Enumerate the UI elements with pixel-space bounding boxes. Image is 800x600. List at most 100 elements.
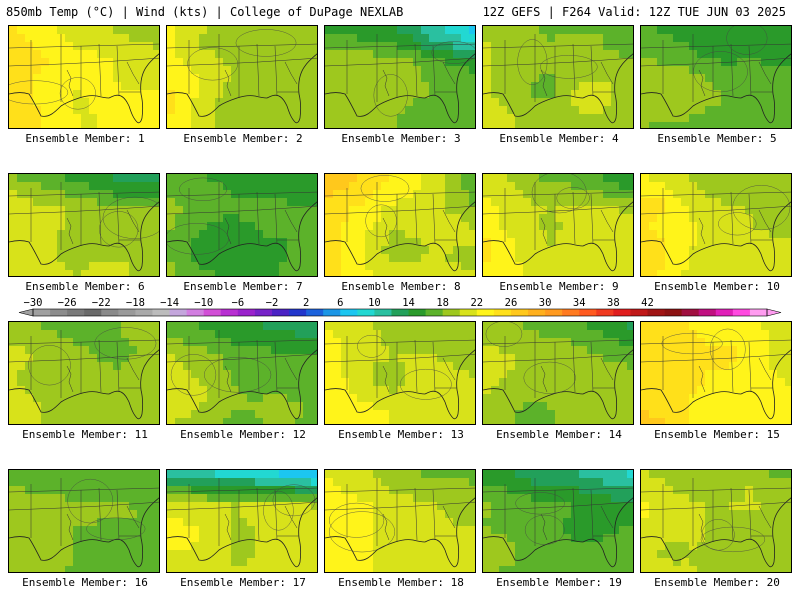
temperature-cell xyxy=(785,230,791,239)
temperature-cell xyxy=(105,82,114,91)
temperature-cell xyxy=(595,418,604,424)
temperature-cell xyxy=(641,214,650,223)
temperature-cell xyxy=(41,58,50,67)
temperature-cell xyxy=(263,478,272,487)
temperature-cell xyxy=(105,478,114,487)
temperature-cell xyxy=(453,98,462,107)
temperature-cell xyxy=(587,510,596,519)
temperature-cell xyxy=(619,402,628,411)
temperature-cell xyxy=(721,362,730,371)
temperature-cell xyxy=(437,222,446,231)
temperature-cell xyxy=(563,470,572,479)
temperature-cell xyxy=(239,418,248,424)
coastline xyxy=(9,53,159,124)
temperature-cell xyxy=(499,42,508,51)
temperature-cell xyxy=(413,190,422,199)
temperature-cell xyxy=(41,502,50,511)
temperature-cell xyxy=(295,394,304,403)
temperature-cell xyxy=(349,214,358,223)
temperature-cell xyxy=(25,58,34,67)
temperature-cell xyxy=(641,114,650,123)
temperature-cell xyxy=(619,42,628,51)
temperature-cell xyxy=(9,198,18,207)
temperature-cell xyxy=(381,510,390,519)
temperature-cell xyxy=(41,74,50,83)
temperature-cell xyxy=(603,534,612,543)
temperature-cell xyxy=(223,198,232,207)
temperature-cell xyxy=(437,26,446,35)
temperature-cell xyxy=(737,338,746,347)
temperature-cell xyxy=(33,106,42,115)
temperature-cell xyxy=(49,114,58,123)
temperature-cell xyxy=(721,246,730,255)
temperature-cell xyxy=(365,566,374,572)
temperature-cell xyxy=(603,338,612,347)
temperature-cell xyxy=(137,122,146,128)
temperature-cell xyxy=(121,322,130,331)
temperature-cell xyxy=(453,114,462,123)
temperature-cell xyxy=(357,238,366,247)
temperature-cell xyxy=(255,330,264,339)
temperature-cell xyxy=(483,378,492,387)
temperature-cell xyxy=(461,254,470,263)
temperature-cell xyxy=(341,418,350,424)
temperature-cell xyxy=(469,26,475,35)
temperature-cell xyxy=(341,518,350,527)
temperature-cell xyxy=(325,254,334,263)
temperature-cell xyxy=(547,550,556,559)
temperature-cell xyxy=(105,262,114,271)
temperature-cell xyxy=(167,198,176,207)
temperature-cell xyxy=(445,526,454,535)
temperature-cell xyxy=(303,478,312,487)
contour-line xyxy=(399,369,452,400)
temperature-cell xyxy=(191,378,200,387)
coastline xyxy=(325,201,475,272)
temperature-cell xyxy=(295,510,304,519)
temperature-cell xyxy=(81,214,90,223)
temperature-cell xyxy=(547,238,556,247)
temperature-cell xyxy=(445,378,454,387)
temperature-cell xyxy=(753,26,762,35)
temperature-cell xyxy=(199,254,208,263)
temperature-cell xyxy=(207,190,216,199)
temperature-cell xyxy=(413,74,422,83)
temperature-cell xyxy=(73,122,82,128)
temperature-cell xyxy=(113,394,122,403)
temperature-cell xyxy=(287,254,296,263)
temperature-cell xyxy=(461,518,470,527)
temperature-cell xyxy=(483,410,492,419)
temperature-cell xyxy=(515,542,524,551)
temperature-cell xyxy=(523,26,532,35)
temperature-cell xyxy=(641,362,650,371)
temperature-cell xyxy=(769,42,778,51)
temperature-cell xyxy=(255,230,264,239)
temperature-cell xyxy=(191,206,200,215)
temperature-cell xyxy=(357,26,366,35)
temperature-cell xyxy=(523,198,532,207)
temperature-cell xyxy=(105,182,114,191)
temperature-cell xyxy=(523,270,532,276)
temperature-cell xyxy=(595,58,604,67)
temperature-cell xyxy=(619,518,628,527)
temperature-cell xyxy=(167,418,176,424)
temperature-cell xyxy=(713,346,722,355)
temperature-cell xyxy=(437,190,446,199)
temperature-cell xyxy=(311,122,317,128)
temperature-cell xyxy=(729,270,738,276)
temperature-cell xyxy=(33,510,42,519)
temperature-cell xyxy=(777,106,786,115)
temperature-cell xyxy=(469,190,475,199)
temperature-cell xyxy=(341,246,350,255)
temperature-cell xyxy=(753,322,762,331)
temperature-cell xyxy=(223,322,232,331)
temperature-cell xyxy=(153,66,159,75)
temperature-cell xyxy=(579,370,588,379)
temperature-cell xyxy=(129,354,138,363)
temperature-cell xyxy=(73,98,82,107)
temperature-cell xyxy=(17,510,26,519)
temperature-cell xyxy=(761,394,770,403)
temperature-cell xyxy=(9,486,18,495)
ensemble-member-label: Ensemble Member: 17 xyxy=(180,576,306,589)
temperature-cell xyxy=(247,402,256,411)
temperature-cell xyxy=(311,50,317,59)
